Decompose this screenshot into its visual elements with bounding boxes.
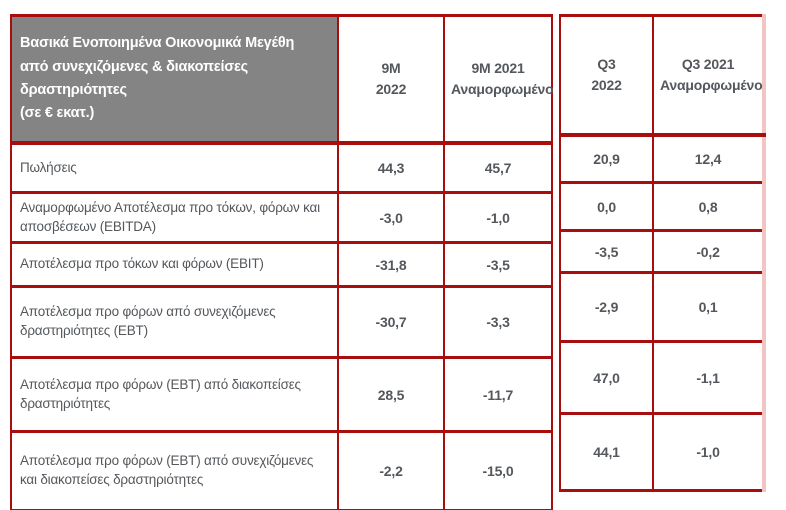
financial-table-group: Βασικά Ενοποιημένα Οικονομικά Μεγέθη από… bbox=[10, 14, 766, 510]
value-cell: -3,5 bbox=[443, 241, 553, 288]
value-cell: -0,2 bbox=[652, 229, 766, 274]
value-cell: 47,0 bbox=[559, 340, 654, 415]
header-row: Βασικά Ενοποιημένα Οικονομικά Μεγέθη από… bbox=[10, 14, 554, 145]
value-cell: -3,0 bbox=[337, 191, 445, 244]
column-header-9m-2022: 9M 2022 bbox=[337, 14, 445, 145]
value-cell: 20,9 bbox=[559, 133, 654, 184]
value-cell: -30,7 bbox=[337, 285, 445, 359]
table-9m-section: Βασικά Ενοποιημένα Οικονομικά Μεγέθη από… bbox=[10, 14, 554, 510]
row-label: Αποτέλεσμα προ τόκων και φόρων (EBIT) bbox=[10, 241, 339, 288]
value-cell: 44,1 bbox=[559, 412, 654, 492]
value-cell: 44,3 bbox=[337, 141, 445, 194]
value-cell: -1,0 bbox=[443, 191, 553, 244]
value-cell: -3,5 bbox=[559, 229, 654, 274]
table-q3-section: Q3 2022 Q3 2021 Αναμορφωμένο 20,9 12,4 0… bbox=[559, 14, 766, 492]
table-title: Βασικά Ενοποιημένα Οικονομικά Μεγέθη από… bbox=[10, 14, 339, 145]
value-cell: 45,7 bbox=[443, 141, 553, 194]
table-row: Αποτέλεσμα προ φόρων (EBT) από συνεχιζόμ… bbox=[10, 430, 553, 510]
table-row: Αποτέλεσμα προ φόρων (EBT) από διακοπείσ… bbox=[10, 356, 553, 433]
value-cell: 0,1 bbox=[652, 271, 766, 343]
table-row: -2,9 0,1 bbox=[559, 271, 766, 343]
value-cell: -1,1 bbox=[652, 340, 766, 415]
value-cell: -3,3 bbox=[443, 285, 553, 359]
row-label: Αποτέλεσμα προ φόρων (EBT) από διακοπείσ… bbox=[10, 356, 339, 433]
table-row: 47,0 -1,1 bbox=[559, 340, 766, 415]
value-cell: -2,9 bbox=[559, 271, 654, 343]
value-cell: -11,7 bbox=[443, 356, 553, 433]
value-cell: 12,4 bbox=[652, 133, 766, 184]
table-row: -3,5 -0,2 bbox=[559, 229, 766, 274]
value-cell: 0,8 bbox=[652, 181, 766, 232]
value-cell: -15,0 bbox=[443, 430, 553, 510]
table-row: Αποτέλεσμα προ φόρων από συνεχιζόμενες δ… bbox=[10, 285, 553, 359]
column-header-q3-2021: Q3 2021 Αναμορφωμένο bbox=[652, 14, 766, 137]
value-cell: 28,5 bbox=[337, 356, 445, 433]
header-row: Q3 2022 Q3 2021 Αναμορφωμένο bbox=[559, 14, 766, 137]
value-cell: -1,0 bbox=[652, 412, 766, 492]
column-header-q3-2022: Q3 2022 bbox=[559, 14, 654, 137]
value-cell: 0,0 bbox=[559, 181, 654, 232]
table-row: Αναμορφωμένο Αποτέλεσμα προ τόκων, φόρων… bbox=[10, 191, 553, 244]
column-header-9m-2021: 9M 2021 Αναμορφωμένο bbox=[443, 14, 554, 145]
table-row: 20,9 12,4 bbox=[559, 133, 766, 184]
row-label: Αποτέλεσμα προ φόρων από συνεχιζόμενες δ… bbox=[10, 285, 339, 359]
row-label: Αποτέλεσμα προ φόρων (EBT) από συνεχιζόμ… bbox=[10, 430, 339, 510]
table-row: 0,0 0,8 bbox=[559, 181, 766, 232]
row-label: Αναμορφωμένο Αποτέλεσμα προ τόκων, φόρων… bbox=[10, 191, 339, 244]
table-row: 44,1 -1,0 bbox=[559, 412, 766, 492]
table-row: Αποτέλεσμα προ τόκων και φόρων (EBIT) -3… bbox=[10, 241, 553, 288]
value-cell: -2,2 bbox=[337, 430, 445, 510]
value-cell: -31,8 bbox=[337, 241, 445, 288]
row-label: Πωλήσεις bbox=[10, 141, 339, 194]
table-row: Πωλήσεις 44,3 45,7 bbox=[10, 141, 553, 194]
